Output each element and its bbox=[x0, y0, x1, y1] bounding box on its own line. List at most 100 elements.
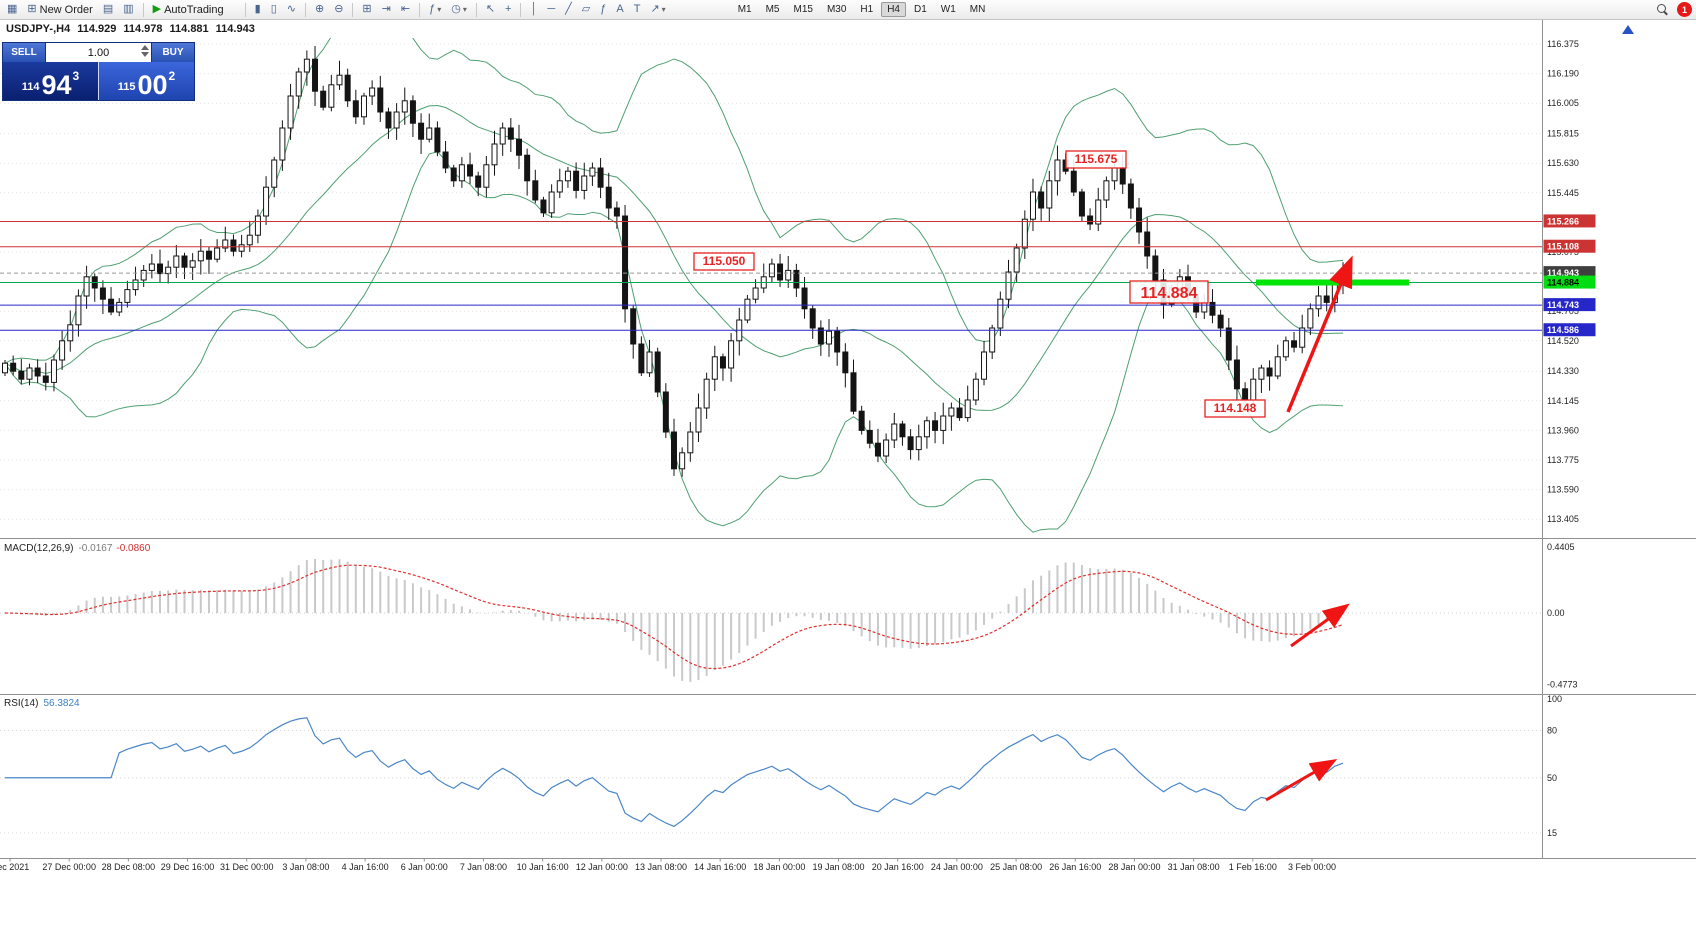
arrows-icon: ↗ bbox=[650, 3, 660, 15]
new-order-button[interactable]: ⊞ New Order bbox=[23, 0, 96, 19]
candle bbox=[295, 71, 302, 97]
chevron-down-icon[interactable]: ▾ bbox=[661, 5, 666, 14]
candle bbox=[654, 351, 661, 393]
candle bbox=[458, 164, 465, 182]
autotrading-button[interactable]: ▶ AutoTrading bbox=[149, 0, 228, 19]
line-chart-icon[interactable]: ∿ bbox=[283, 0, 300, 19]
candle bbox=[573, 170, 580, 191]
svg-text:114.884: 114.884 bbox=[1141, 285, 1198, 302]
horizontal-line-icon[interactable]: ─ bbox=[543, 0, 559, 19]
price-axis-tag bbox=[1543, 323, 1596, 337]
crosshair-icon[interactable]: + bbox=[501, 0, 515, 19]
profiles-icon[interactable]: ▥ bbox=[119, 0, 137, 19]
new-chart-icon: ▤ bbox=[102, 3, 114, 15]
notification-badge[interactable]: 1 bbox=[1677, 2, 1692, 17]
svg-text:113.775: 113.775 bbox=[1547, 455, 1579, 465]
volume-stepper[interactable]: 1.00 bbox=[46, 43, 151, 62]
sell-button[interactable]: SELL bbox=[3, 43, 46, 62]
candlestick-chart-icon[interactable]: ▯ bbox=[267, 0, 281, 19]
chevron-down-icon[interactable]: ▾ bbox=[437, 5, 442, 14]
svg-text:10 Jan 16:00: 10 Jan 16:00 bbox=[517, 862, 569, 872]
bar-chart-icon[interactable]: ▮ bbox=[251, 0, 265, 19]
timeframe-m15[interactable]: M15 bbox=[793, 4, 813, 15]
volume-spin-icons[interactable] bbox=[141, 45, 149, 57]
candle bbox=[238, 244, 245, 252]
text-icon[interactable]: A bbox=[612, 0, 627, 19]
new-order-label: New Order bbox=[39, 3, 93, 16]
toolbar-separator bbox=[142, 2, 144, 17]
fibonacci-icon[interactable]: ƒ bbox=[596, 0, 610, 19]
channel-icon[interactable]: ▱ bbox=[578, 0, 594, 19]
chart-shift-icon[interactable]: ⇤ bbox=[397, 0, 414, 19]
cursor-icon[interactable]: ↖ bbox=[482, 0, 499, 19]
timeframe-w1[interactable]: W1 bbox=[940, 4, 956, 15]
periods-icon[interactable]: ◷ ▾ bbox=[447, 0, 471, 19]
timeframe-h4[interactable]: H4 bbox=[881, 2, 906, 17]
candle bbox=[564, 170, 571, 182]
candle bbox=[328, 84, 335, 108]
candle bbox=[475, 175, 482, 188]
search-icon[interactable] bbox=[1656, 3, 1669, 16]
candle bbox=[1070, 170, 1077, 193]
timeframe-d1[interactable]: D1 bbox=[914, 4, 927, 15]
volume-value[interactable]: 1.00 bbox=[87, 46, 110, 59]
annotation-box bbox=[1204, 399, 1266, 418]
timeframe-m1[interactable]: M1 bbox=[737, 4, 752, 15]
timeframe-h1[interactable]: H1 bbox=[860, 4, 874, 15]
arrows-icon[interactable]: ↗ ▾ bbox=[646, 0, 669, 19]
buy-button[interactable]: BUY bbox=[151, 43, 194, 62]
crosshair-icon: + bbox=[505, 3, 512, 15]
candle bbox=[817, 327, 824, 345]
svg-text:114.330: 114.330 bbox=[1547, 366, 1579, 376]
indicators-icon[interactable]: ƒ ▾ bbox=[425, 0, 445, 19]
candle bbox=[442, 151, 449, 169]
timeframe-m5[interactable]: M5 bbox=[765, 4, 780, 15]
timeframe-m30[interactable]: M30 bbox=[826, 4, 847, 15]
volume-up-icon[interactable] bbox=[141, 45, 149, 50]
auto-scroll-icon[interactable]: ⇥ bbox=[378, 0, 395, 19]
tile-windows-icon[interactable]: ⊞ bbox=[358, 0, 375, 19]
candle bbox=[899, 423, 906, 438]
price-annotations[interactable]: 115.675 115.050 114.884 114.148 bbox=[693, 150, 1266, 418]
tile-windows-icon: ⊞ bbox=[362, 3, 372, 15]
vertical-line-icon[interactable]: │ bbox=[526, 0, 541, 19]
zoom-in-icon[interactable]: ⊕ bbox=[311, 0, 328, 19]
channel-icon: ▱ bbox=[581, 3, 591, 15]
candle bbox=[483, 164, 490, 188]
text-label-icon[interactable]: T bbox=[630, 0, 645, 19]
toolbar-separator bbox=[520, 2, 522, 17]
candle bbox=[205, 250, 212, 260]
candle bbox=[83, 276, 90, 297]
svg-text:26 Jan 16:00: 26 Jan 16:00 bbox=[1049, 862, 1101, 872]
candle bbox=[1119, 167, 1126, 185]
price-axis-tag bbox=[1543, 298, 1596, 312]
chevron-down-icon[interactable]: ▾ bbox=[462, 5, 467, 14]
candle bbox=[834, 330, 841, 353]
trendline-icon[interactable]: ╱ bbox=[561, 0, 576, 19]
candle bbox=[605, 186, 612, 209]
sell-price-big: 94 bbox=[41, 70, 72, 101]
svg-text:28 Jan 00:00: 28 Jan 00:00 bbox=[1108, 862, 1160, 872]
candle bbox=[1291, 340, 1298, 348]
candle bbox=[279, 127, 286, 161]
volume-down-icon[interactable] bbox=[141, 52, 149, 57]
trend-arrows[interactable] bbox=[1265, 255, 1353, 802]
candle bbox=[263, 186, 270, 217]
chart-canvas[interactable]: 116.375 116.190 116.005 115.815 115.630 115.4… bbox=[0, 20, 1696, 942]
chart-shift-marker[interactable] bbox=[1622, 25, 1634, 34]
candle bbox=[426, 127, 433, 140]
candle bbox=[189, 260, 196, 268]
new-chart-icon[interactable]: ▤ bbox=[99, 0, 117, 19]
chart-window-icon[interactable]: ▦ bbox=[3, 0, 21, 19]
svg-text:31 Jan 08:00: 31 Jan 08:00 bbox=[1168, 862, 1220, 872]
zoom-out-icon[interactable]: ⊖ bbox=[330, 0, 347, 19]
candle bbox=[646, 351, 653, 374]
buy-price-button[interactable]: 115 00 2 bbox=[98, 62, 194, 100]
timeframe-mn[interactable]: MN bbox=[969, 4, 986, 15]
price-levels[interactable]: 115.266115.108114.943114.884114.743114.5… bbox=[0, 214, 1596, 337]
candle bbox=[124, 289, 131, 303]
sell-price-button[interactable]: 114 94 3 bbox=[3, 62, 98, 100]
candle bbox=[18, 370, 25, 380]
candle bbox=[785, 269, 792, 281]
candle bbox=[703, 378, 710, 409]
